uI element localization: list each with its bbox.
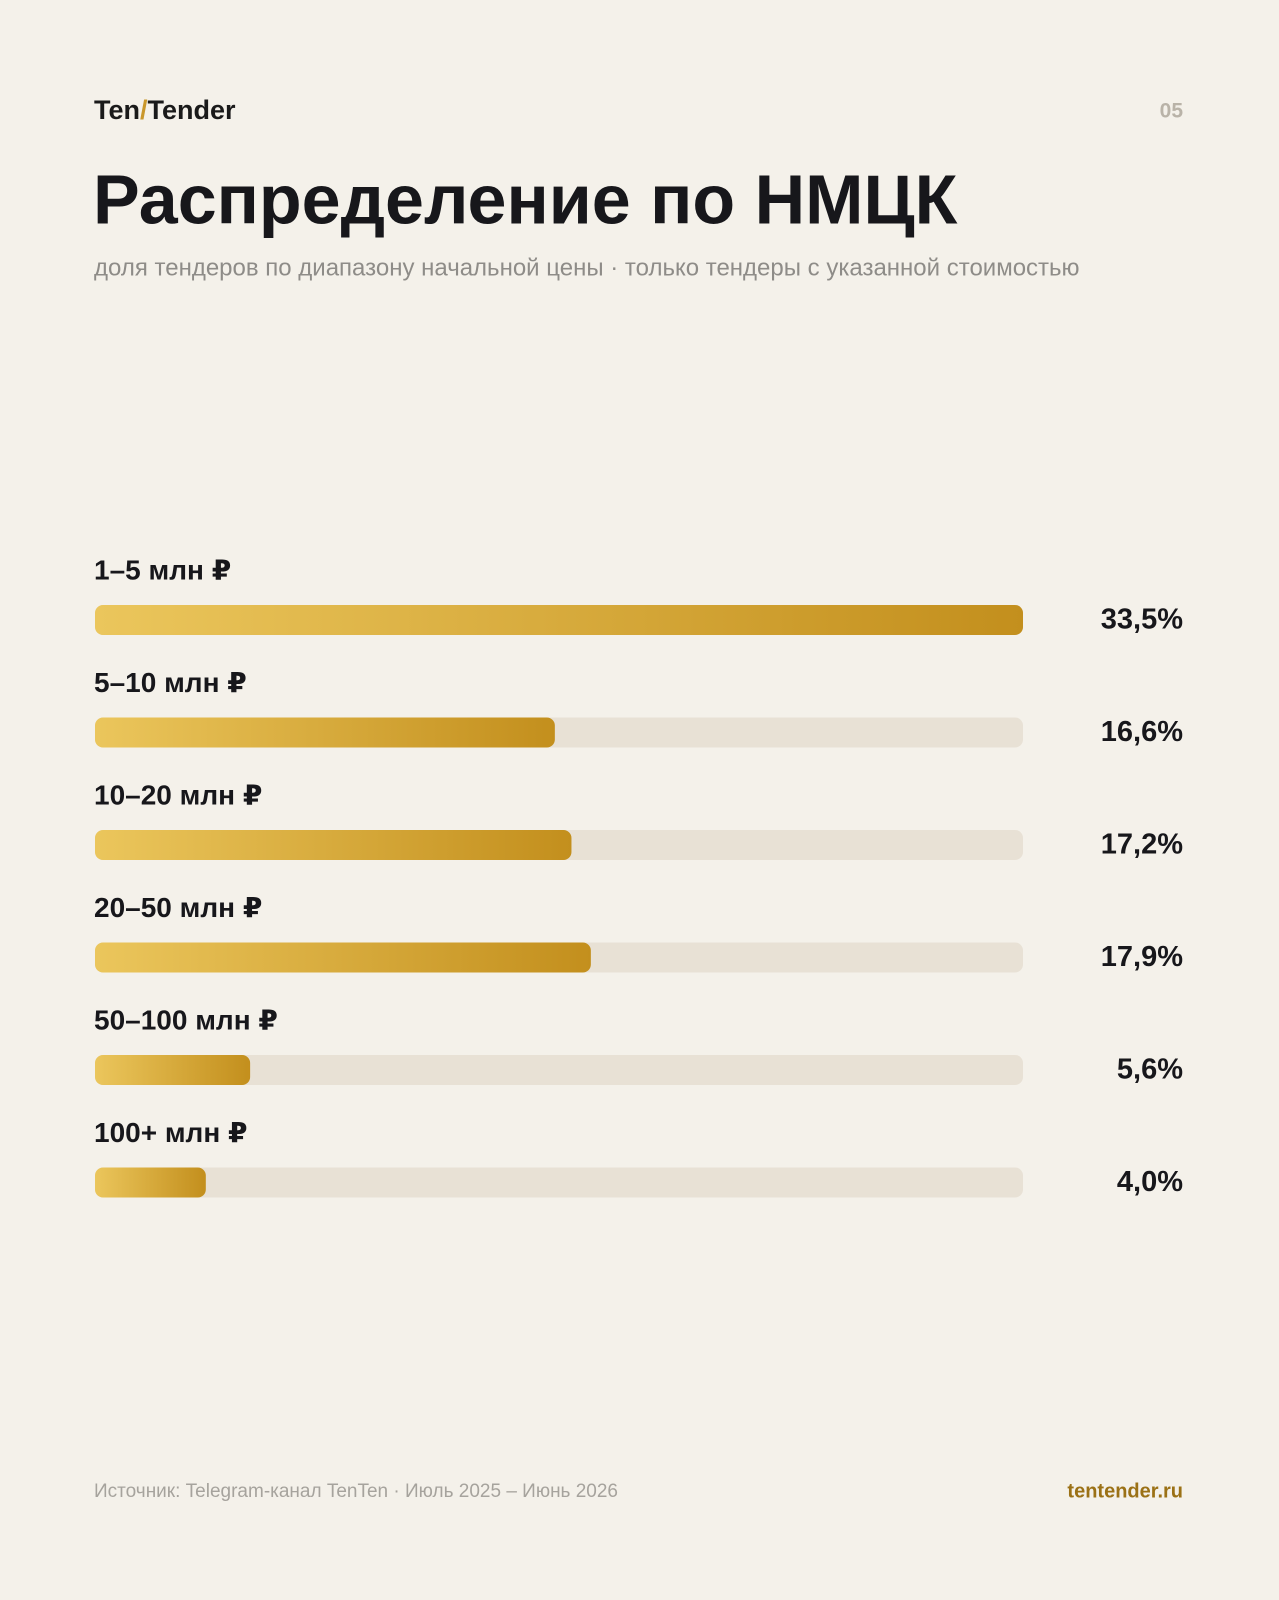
chart-title: Распределение по НМЦК [93, 160, 958, 238]
category-label: 1–5 млн ₽ [94, 554, 231, 585]
brand-sep: / [140, 95, 148, 125]
bar [95, 605, 1023, 635]
bar [95, 717, 555, 748]
bars: 1–5 млн ₽ 33,5% 5–10 млн ₽ 16,6% 10–20 млн ₽… [94, 554, 1183, 1198]
bar [95, 1055, 251, 1085]
site-link[interactable]: tentender.ru [1067, 1480, 1183, 1502]
value-label: 33,5% [1101, 604, 1183, 636]
category-label: 20–50 млн ₽ [94, 892, 262, 923]
category-label: 5–10 млн ₽ [94, 667, 247, 698]
page-number: 05 [1160, 100, 1184, 123]
value-label: 17,2% [1101, 829, 1183, 861]
source: Источник: Telegram-канал TenTen · Июль 2… [94, 1481, 618, 1502]
value-label: 5,6% [1117, 1054, 1183, 1086]
bar-track [95, 1055, 1023, 1085]
chart-subtitle: доля тендеров по диапазону начальной цен… [94, 254, 1080, 281]
bar-track [95, 1167, 1023, 1198]
category-label: 50–100 млн ₽ [94, 1004, 278, 1035]
value-label: 16,6% [1101, 716, 1183, 748]
brand-right: Tender [148, 95, 237, 125]
value-label: 17,9% [1101, 941, 1183, 973]
value-label: 4,0% [1117, 1166, 1183, 1198]
bar [95, 830, 572, 860]
category-label: 100+ млн ₽ [94, 1117, 248, 1148]
brand: Ten/Tender [94, 95, 236, 125]
bar [95, 1167, 206, 1198]
brand-left: Ten [94, 95, 140, 125]
bar [95, 942, 591, 973]
category-label: 10–20 млн ₽ [94, 779, 262, 810]
